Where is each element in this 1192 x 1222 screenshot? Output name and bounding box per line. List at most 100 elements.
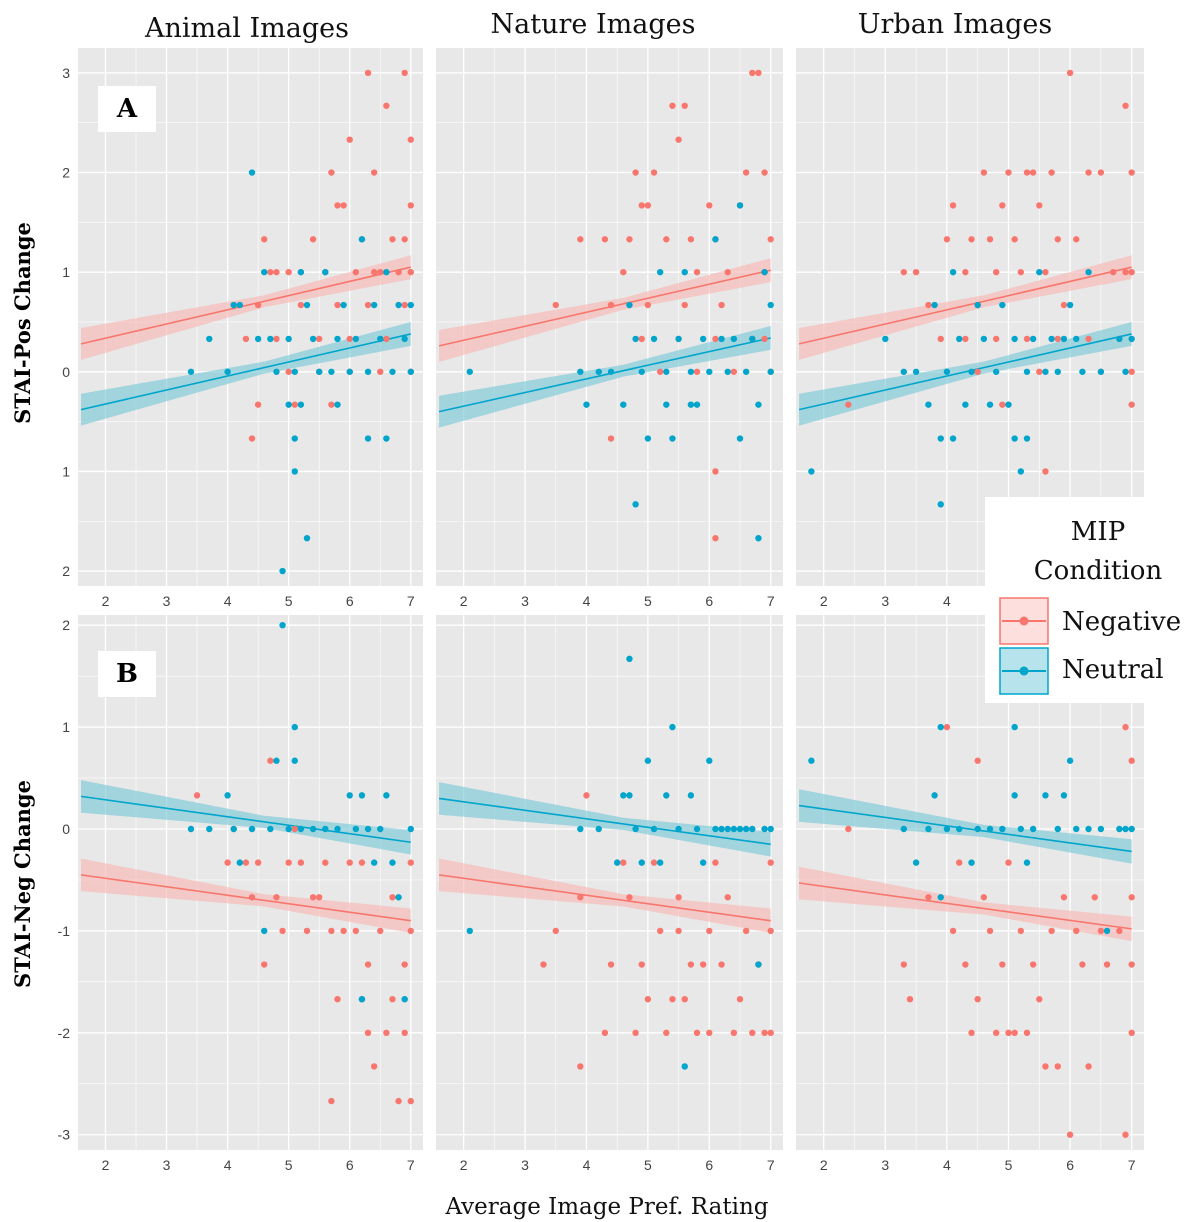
- point-neutral: [309, 335, 317, 343]
- point-neutral: [1054, 825, 1061, 833]
- point-negative: [401, 236, 408, 243]
- point-negative: [193, 792, 201, 799]
- panel-background: [78, 48, 423, 586]
- point-negative: [1085, 1063, 1092, 1070]
- point-neutral: [358, 792, 366, 799]
- point-neutral: [1029, 335, 1037, 343]
- point-neutral: [749, 825, 756, 833]
- point-negative: [364, 69, 372, 77]
- point-negative: [730, 1029, 738, 1037]
- x-tick-label: 7: [407, 593, 415, 609]
- point-negative: [712, 335, 719, 343]
- point-neutral: [389, 859, 396, 866]
- point-negative: [761, 1029, 768, 1037]
- point-negative: [248, 894, 256, 901]
- legend-label-negative: Negative: [1062, 607, 1181, 637]
- point-negative: [925, 894, 932, 901]
- point-negative: [845, 825, 852, 833]
- point-negative: [943, 723, 951, 731]
- confidence-band-negative: [799, 866, 1132, 942]
- point-negative: [583, 792, 590, 799]
- confidence-band-neutral: [799, 321, 1132, 426]
- facet-title-urban: Urban Images: [858, 9, 1053, 40]
- point-negative: [1048, 169, 1055, 176]
- point-neutral: [346, 368, 353, 375]
- panel-1-0: [78, 615, 423, 1150]
- point-neutral: [206, 825, 213, 833]
- point-neutral: [693, 401, 701, 408]
- point-neutral: [279, 621, 286, 629]
- point-negative: [1128, 401, 1135, 408]
- point-neutral: [358, 995, 366, 1003]
- point-neutral: [663, 368, 670, 375]
- point-negative: [644, 301, 652, 309]
- point-negative: [328, 169, 335, 176]
- point-neutral: [334, 335, 341, 343]
- point-negative: [949, 202, 957, 209]
- point-negative: [1023, 169, 1031, 176]
- point-negative: [383, 102, 390, 109]
- point-neutral: [1122, 825, 1129, 833]
- point-neutral: [383, 435, 390, 442]
- point-negative: [742, 927, 750, 935]
- point-negative: [943, 236, 951, 243]
- point-neutral: [1128, 825, 1135, 833]
- point-neutral: [1073, 335, 1080, 343]
- point-neutral: [712, 236, 719, 243]
- point-negative: [1054, 236, 1061, 243]
- point-neutral: [1060, 335, 1068, 343]
- point-neutral: [663, 792, 670, 799]
- point-negative: [364, 301, 372, 309]
- point-neutral: [267, 335, 274, 343]
- point-neutral: [742, 368, 750, 375]
- confidence-band-neutral: [439, 325, 771, 428]
- x-tick-label: 5: [285, 1157, 293, 1173]
- point-negative: [693, 1029, 701, 1037]
- point-negative: [309, 236, 317, 243]
- point-neutral: [1116, 825, 1123, 833]
- point-neutral: [1023, 435, 1031, 442]
- point-neutral: [718, 825, 725, 833]
- fit-line-negative: [438, 269, 771, 347]
- point-negative: [1023, 335, 1031, 343]
- confidence-band-neutral: [81, 321, 411, 426]
- point-negative: [992, 1029, 1000, 1037]
- point-negative: [261, 961, 268, 968]
- point-neutral: [962, 401, 969, 408]
- panel-background: [796, 48, 1144, 586]
- point-negative: [1036, 202, 1043, 209]
- x-tick-label: 4: [583, 1157, 591, 1173]
- y-tick-label: 3: [62, 65, 70, 81]
- point-negative: [1122, 102, 1129, 109]
- point-neutral: [761, 825, 768, 833]
- point-neutral: [407, 368, 414, 375]
- point-neutral: [931, 792, 938, 799]
- point-negative: [962, 961, 969, 968]
- point-neutral: [1103, 927, 1111, 935]
- fit-line-neutral: [80, 795, 411, 844]
- point-negative: [607, 961, 615, 968]
- point-negative: [650, 169, 658, 176]
- x-tick-label: 7: [407, 1157, 415, 1173]
- point-negative: [273, 894, 280, 901]
- point-negative: [681, 102, 688, 109]
- point-negative: [334, 202, 341, 209]
- point-negative: [407, 136, 414, 143]
- y-axis-title-pos: STAI-Pos Change: [10, 222, 35, 424]
- point-negative: [749, 1029, 756, 1037]
- point-neutral: [687, 401, 695, 408]
- point-neutral: [706, 368, 713, 375]
- point-negative: [1029, 961, 1037, 968]
- point-neutral: [687, 368, 695, 375]
- point-neutral: [1085, 825, 1092, 833]
- point-neutral: [1073, 825, 1080, 833]
- point-negative: [620, 859, 627, 866]
- x-axis-title: Average Image Pref. Rating: [445, 1194, 769, 1220]
- point-negative: [937, 335, 944, 343]
- point-neutral: [974, 825, 981, 833]
- point-negative: [638, 335, 645, 343]
- point-neutral: [358, 236, 366, 243]
- point-neutral: [968, 859, 975, 866]
- point-negative: [681, 301, 688, 309]
- x-tick-label: 4: [583, 593, 591, 609]
